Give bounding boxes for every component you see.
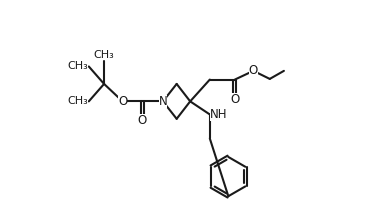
Text: N: N — [159, 95, 167, 108]
Text: CH₃: CH₃ — [94, 50, 114, 60]
Text: O: O — [230, 93, 240, 106]
Text: O: O — [249, 64, 258, 77]
Text: O: O — [138, 114, 147, 128]
Text: NH: NH — [210, 108, 227, 121]
Text: CH₃: CH₃ — [67, 96, 88, 106]
Text: CH₃: CH₃ — [67, 61, 88, 72]
Text: O: O — [118, 95, 127, 108]
